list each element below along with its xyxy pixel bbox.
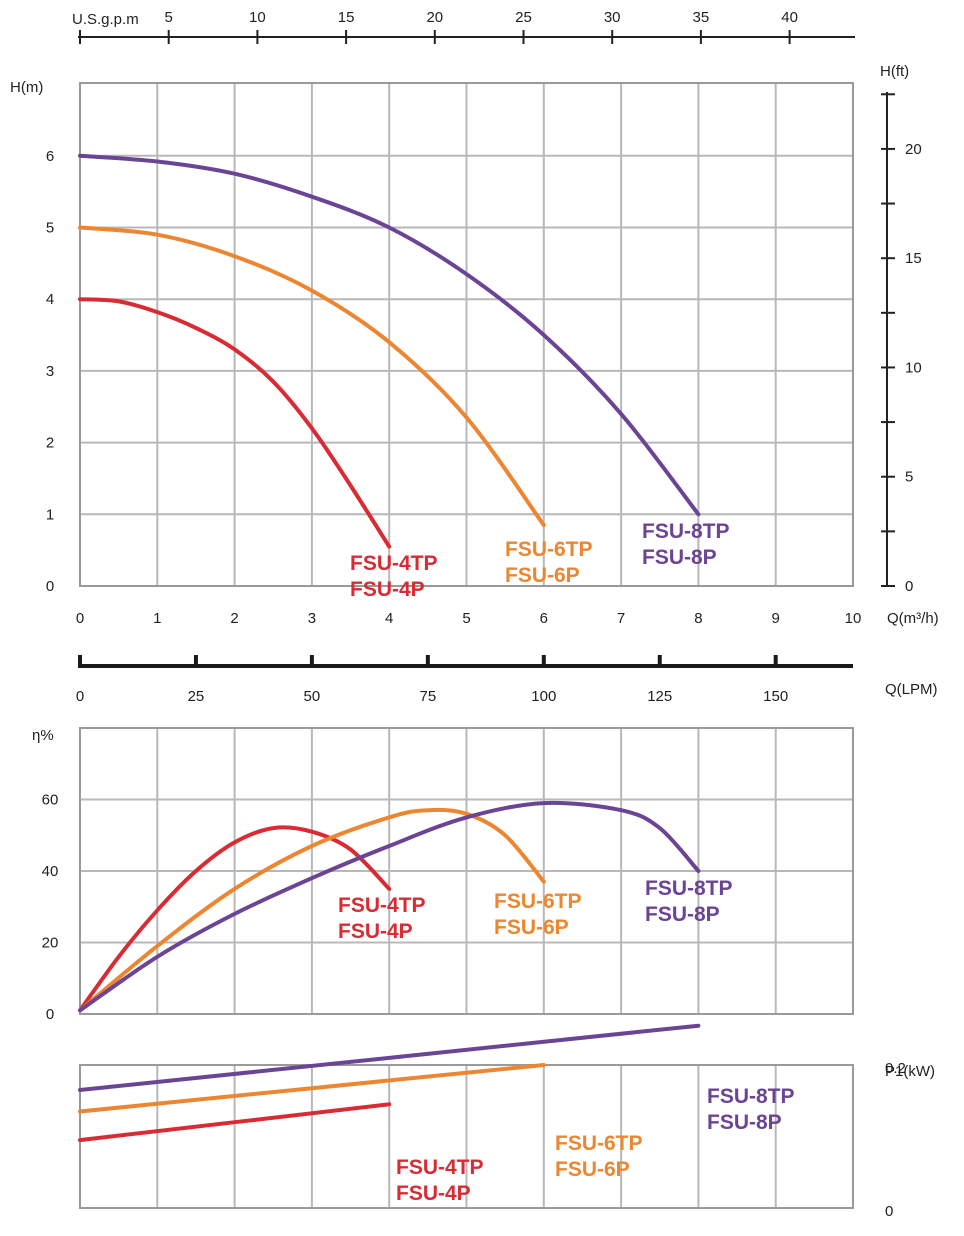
head-x-tick-label: 5	[462, 610, 470, 627]
eff-frame	[79, 727, 854, 1015]
lpm-tick-label: 50	[304, 688, 321, 705]
efficiency-chart-grid	[79, 727, 854, 1015]
eff-y-tick-label: 60	[42, 792, 59, 809]
head-y-tick-label: 0	[46, 578, 54, 595]
eff-series-3-label: FSU-8TP	[645, 877, 733, 900]
head-frame	[79, 82, 854, 587]
pow-series-2-label: FSU-6TP	[555, 1132, 643, 1155]
eff-series-1-label-2: FSU-4P	[338, 920, 413, 943]
head-x-tick-label: 9	[772, 610, 780, 627]
head-x-tick-label: 10	[845, 610, 862, 627]
head-y2-tick-label: 0	[905, 578, 913, 595]
head-x-tick-label: 6	[540, 610, 548, 627]
lpm-tick-label: 100	[531, 688, 556, 705]
head-y-axis-title: H(m)	[10, 79, 43, 96]
head-y2-tick-label: 10	[905, 359, 922, 376]
usgpm-tick-label: 10	[249, 9, 266, 26]
eff-y-tick-label: 40	[42, 863, 59, 880]
lpm-tick-label: 125	[647, 688, 672, 705]
usgpm-tick-label: 20	[426, 9, 443, 26]
head-chart-grid	[79, 82, 854, 587]
usgpm-axis-title: U.S.g.p.m	[72, 11, 139, 28]
eff-series-1-line	[78, 825, 392, 1013]
head-x-tick-label: 0	[76, 610, 84, 627]
usgpm-tick-label: 5	[165, 9, 173, 26]
head-series-1-line	[78, 297, 392, 549]
eff-series-1-label: FSU-4TP	[338, 894, 426, 917]
head-y-tick-label: 3	[46, 363, 54, 380]
efficiency-chart: η% 0 20 40 60 FSU-4TP FSU-4P FSU-6TP FSU-6P FSU…	[32, 727, 854, 1023]
eff-y-tick-label: 0	[46, 1006, 54, 1023]
pow-y-axis-title: P1(kW)	[885, 1063, 935, 1080]
head-y-tick-label: 2	[46, 435, 54, 452]
head-series-3-label: FSU-8TP	[642, 520, 730, 543]
head-x-tick-label: 7	[617, 610, 625, 627]
head-series-1-label: FSU-4TP	[350, 552, 438, 575]
head-series-2-label: FSU-6TP	[505, 538, 593, 561]
eff-y-tick-label: 20	[42, 935, 59, 952]
eff-series-3-label-2: FSU-8P	[645, 903, 720, 926]
head-y2-tick-label: 5	[905, 469, 913, 486]
lpm-tick-label: 150	[763, 688, 788, 705]
pow-frame	[79, 1064, 854, 1209]
usgpm-axis: U.S.g.p.m 5 10 15 20 25 30 35 40	[72, 9, 855, 44]
eff-series-3-line	[78, 800, 701, 1013]
head-x-tick-label: 1	[153, 610, 161, 627]
usgpm-tick-label: 35	[693, 9, 710, 26]
head-x-tick-label: 3	[308, 610, 316, 627]
head-x-tick-label: 8	[694, 610, 702, 627]
pow-series-3-label: FSU-8TP	[707, 1085, 795, 1108]
head-chart: H(m) H(ft) 0 1 2 3 4 5 6 0 5 10 15 20 0 1 2 3 4 5 6 7 8 9 10…	[10, 63, 939, 627]
usgpm-tick-label: 40	[781, 9, 798, 26]
pow-series-2-line	[78, 1063, 546, 1114]
usgpm-tick-label: 15	[338, 9, 355, 26]
usgpm-tick-label: 25	[515, 9, 532, 26]
pow-series-1-line	[78, 1102, 392, 1143]
lpm-tick-label: 75	[420, 688, 437, 705]
head-series-3-line	[78, 153, 701, 517]
head-series-2-line	[78, 225, 546, 528]
pow-series-3-line	[78, 1023, 701, 1092]
head-x-tick-label: 4	[385, 610, 393, 627]
head-y-tick-label: 4	[46, 291, 54, 308]
lpm-tick-label: 0	[76, 688, 84, 705]
head-y-tick-label: 6	[46, 148, 54, 165]
head-y2-tick-label: 15	[905, 250, 922, 267]
head-series-3-label-2: FSU-8P	[642, 546, 717, 569]
head-y2-axis-title: H(ft)	[880, 63, 909, 80]
pow-series-3-label-2: FSU-8P	[707, 1111, 782, 1134]
pow-series-2-label-2: FSU-6P	[555, 1158, 630, 1181]
head-x-axis-title: Q(m³/h)	[887, 610, 939, 627]
eff-series-2-label: FSU-6TP	[494, 890, 582, 913]
head-y-tick-label: 1	[46, 506, 54, 523]
usgpm-tick-label: 30	[604, 9, 621, 26]
power-chart: P1(kW) 0 0.2 FSU-4TP FSU-4P FSU-6TP FSU-6P FS…	[78, 1023, 935, 1220]
pow-y-tick-label: 0	[885, 1203, 893, 1220]
head-y2-tick-label: 20	[905, 141, 922, 158]
head-series-2-label-2: FSU-6P	[505, 564, 580, 587]
lpm-axis-title: Q(LPM)	[885, 681, 938, 698]
lpm-axis: 0 25 50 75 100 125 150 Q(LPM)	[76, 655, 938, 705]
eff-y-axis-title: η%	[32, 727, 54, 744]
head-x-tick-label: 2	[230, 610, 238, 627]
head-series-1-label-2: FSU-4P	[350, 578, 425, 601]
eff-series-2-label-2: FSU-6P	[494, 916, 569, 939]
lpm-tick-label: 25	[188, 688, 205, 705]
eff-series-2-line	[78, 807, 546, 1013]
pow-series-1-label-2: FSU-4P	[396, 1182, 471, 1205]
pow-series-1-label: FSU-4TP	[396, 1156, 484, 1179]
head-y-tick-label: 5	[46, 220, 54, 237]
pow-y-tick-label: 0.2	[885, 1060, 906, 1077]
